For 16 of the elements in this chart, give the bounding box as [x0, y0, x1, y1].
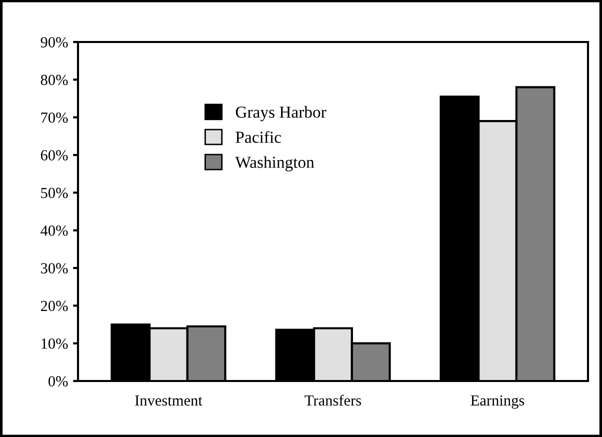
legend-label: Grays Harbor: [236, 106, 326, 122]
legend-label: Washington: [235, 156, 314, 172]
legend-label: Pacific: [236, 130, 281, 143]
y-tick-label: 40%: [40, 225, 68, 236]
y-tick-label: 80%: [40, 74, 68, 86]
y-tick-label: 90%: [40, 37, 68, 48]
y-tick-label: 30%: [41, 263, 68, 274]
y-tick-label: 70%: [41, 112, 68, 123]
y-tick-label: 60%: [40, 150, 68, 160]
y-tick-label: 20%: [40, 300, 68, 312]
x-tick-label: Transfers: [304, 394, 362, 406]
y-tick-label: 10%: [42, 338, 68, 349]
y-tick-label: 0%: [48, 376, 68, 386]
x-tick-label: Earnings: [470, 395, 524, 409]
y-tick-label: 50%: [41, 188, 68, 198]
x-tick-label: Investment: [135, 395, 202, 406]
